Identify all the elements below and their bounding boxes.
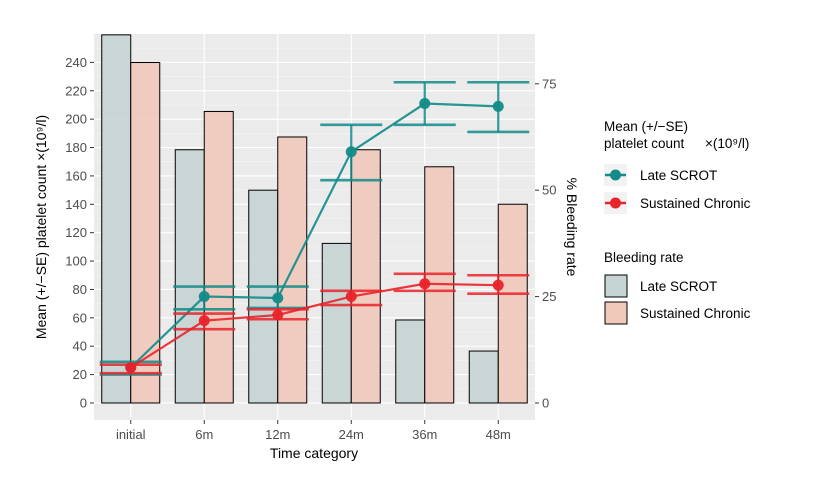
legend-lines-title-1: Mean (+/−SE) — [604, 119, 688, 134]
point-sustained-chronic — [419, 278, 431, 290]
legend-key-point — [610, 197, 621, 209]
y-tick-label: 80 — [73, 282, 87, 297]
x-tick-label: 48m — [486, 427, 511, 442]
bar-late-scrot — [101, 34, 132, 404]
y-tick-label: 40 — [73, 339, 87, 354]
legend: Mean (+/−SE) platelet count ×(10⁹/l) Lat… — [604, 119, 751, 325]
y-tick-label: 240 — [65, 55, 87, 70]
y2-axis-ticks: 0 25 50 75 — [535, 76, 556, 410]
x-tick-label: initial — [116, 427, 146, 442]
x-tick-label: 6m — [195, 427, 213, 442]
y-tick-label: 0 — [80, 395, 87, 410]
legend-key-bar — [604, 274, 628, 298]
legend-label: Sustained Chronic — [640, 306, 751, 321]
y-axis-title: Mean (+/−SE) platelet count ×(10⁹/l) — [33, 115, 49, 339]
lines — [99, 80, 530, 376]
y2-tick-label: 75 — [542, 76, 556, 91]
y2-axis-title: % Bleeding rate — [564, 178, 580, 277]
legend-lines-title-2: platelet count — [604, 136, 685, 151]
bar-late-scrot — [468, 350, 499, 404]
y-tick-label: 20 — [73, 367, 87, 382]
point-sustained-chronic — [198, 315, 210, 327]
point-late-scrot — [272, 292, 284, 304]
y-tick-label: 140 — [65, 197, 87, 212]
x-tick-label: 36m — [412, 427, 437, 442]
point-sustained-chronic — [345, 291, 357, 303]
point-late-scrot — [198, 291, 210, 303]
x-axis-title: Time category — [270, 445, 358, 461]
y-tick-label: 60 — [73, 310, 87, 325]
legend-label: Sustained Chronic — [640, 196, 751, 211]
y-axis-ticks: 0 20 40 60 80 100 120 140 160 180 200 220 240 — [65, 55, 94, 410]
y2-tick-label: 50 — [542, 183, 556, 198]
bars — [101, 34, 528, 404]
bar-late-scrot — [321, 242, 352, 404]
y2-tick-label: 0 — [542, 395, 549, 410]
y-tick-label: 100 — [65, 254, 87, 269]
y-tick-label: 180 — [65, 140, 87, 155]
point-late-scrot — [345, 146, 357, 158]
point-sustained-chronic — [492, 279, 504, 291]
legend-key-point — [610, 169, 621, 181]
x-tick-label: 12m — [265, 427, 290, 442]
bar-late-scrot — [174, 149, 205, 404]
legend-lines-title-math: ×(10⁹/l) — [705, 136, 749, 151]
bar-sustained-chronic — [203, 110, 234, 404]
legend-key-bar — [604, 301, 628, 325]
legend-label: Late SCROT — [640, 168, 717, 183]
point-sustained-chronic — [272, 309, 284, 321]
bar-sustained-chronic — [350, 149, 381, 404]
y-tick-label: 120 — [65, 225, 87, 240]
y-tick-label: 160 — [65, 168, 87, 183]
bar-sustained-chronic — [130, 62, 161, 404]
legend-lines-keys: Late SCROT Sustained Chronic — [604, 164, 751, 214]
y2-tick-label: 25 — [542, 289, 556, 304]
legend-bars-keys: Late SCROT Sustained Chronic — [604, 274, 751, 325]
point-sustained-chronic — [125, 361, 137, 373]
point-late-scrot — [492, 100, 504, 112]
y-tick-label: 200 — [65, 112, 87, 127]
legend-bars-title: Bleeding rate — [604, 250, 684, 265]
legend-label: Late SCROT — [640, 279, 717, 294]
y-tick-label: 220 — [65, 83, 87, 98]
bar-late-scrot — [395, 319, 426, 404]
point-late-scrot — [419, 98, 431, 110]
x-axis-ticks: initial 6m 12m 24m 36m 48m — [116, 420, 511, 442]
x-tick-label: 24m — [339, 427, 364, 442]
bar-sustained-chronic — [497, 203, 528, 404]
